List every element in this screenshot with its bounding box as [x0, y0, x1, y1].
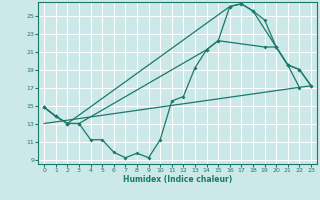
- X-axis label: Humidex (Indice chaleur): Humidex (Indice chaleur): [123, 175, 232, 184]
